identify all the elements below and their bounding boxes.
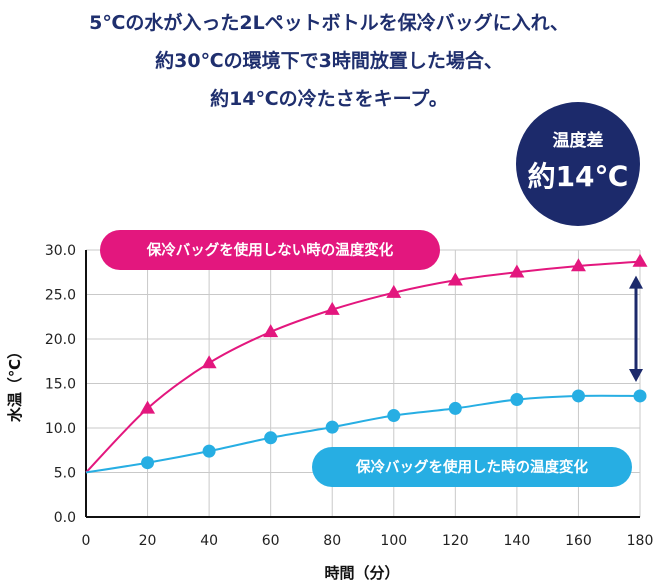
series-0-marker-2 [201,355,217,369]
series-0-marker-7 [509,264,525,278]
series-1-marker-6 [448,401,462,415]
headline: 5℃の水が入った2Lペットボトルを保冷バッグに入れ、 約30℃の環境下で3時間放… [0,4,658,118]
arrow-head-up [629,275,643,289]
arrow-head-down [629,368,643,382]
series-1-marker-4 [325,420,339,434]
headline-line-2: 約30℃の環境下で3時間放置した場合、 [155,50,503,72]
x-axis-title: 時間（分） [324,564,399,582]
series-1-marker-5 [387,409,401,423]
series-0-marker-8 [570,258,586,272]
series-1-marker-2 [202,444,216,458]
y-tick-4: 20.0 [45,332,76,348]
headline-line-1: 5℃の水が入った2Lペットボトルを保冷バッグに入れ、 [89,12,569,34]
callout-with-bag-pill [312,447,632,487]
badge-value: 約14℃ [527,160,629,193]
series-line-1 [85,394,641,474]
series-1-marker-1 [141,456,155,470]
x-tick-4: 80 [323,533,341,549]
series-0-marker-6 [447,272,463,286]
x-tick-9: 180 [627,533,654,549]
series-1-marker-8 [571,389,585,403]
x-tick-5: 100 [380,533,407,549]
series-0-marker-1 [140,400,156,414]
x-tick-7: 140 [504,533,531,549]
x-tick-6: 120 [442,533,469,549]
headline-line-3: 約14℃の冷たさをキープ。 [210,88,448,110]
callout-with-bag-text: 保冷バッグを使用した時の温度変化 [355,458,588,476]
y-tick-2: 10.0 [45,421,76,437]
series-1-marker-3 [264,431,278,445]
x-tick-0: 0 [82,533,91,549]
x-tick-3: 60 [262,533,280,549]
series-0-marker-3 [263,324,279,338]
legend-callout-with-bag: 保冷バッグを使用した時の温度変化 [312,447,632,487]
series-1-marker-9 [633,389,647,403]
x-tick-8: 160 [565,533,592,549]
temperature-difference-badge: 温度差 約14℃ [516,102,640,226]
y-tick-6: 30.0 [45,243,76,259]
series-markers [140,253,648,470]
series-line-0 [85,260,641,474]
series-0-marker-9 [632,253,648,267]
tick-labels: 0.0 5.0 10.0 15.0 20.0 25.0 30.0 0 20 40 60 80 100 12… [45,243,654,549]
difference-arrow [629,275,643,382]
y-tick-0: 0.0 [54,510,76,526]
series-0-marker-4 [324,301,340,315]
callout-no-bag-text: 保冷バッグを使用しない時の温度変化 [146,241,394,259]
badge-label: 温度差 [552,131,604,151]
y-tick-1: 5.0 [54,466,76,482]
y-tick-3: 15.0 [45,377,76,393]
series-lines [85,260,641,474]
y-axis-title: 水温（℃） [6,344,24,422]
series-0-marker-5 [386,284,402,298]
legend-callout-no-bag: 保冷バッグを使用しない時の温度変化 [100,230,440,270]
callout-no-bag-pill [100,230,440,270]
x-tick-1: 20 [139,533,157,549]
y-tick-5: 25.0 [45,288,76,304]
x-tick-2: 40 [200,533,218,549]
series-1-marker-7 [510,393,524,407]
